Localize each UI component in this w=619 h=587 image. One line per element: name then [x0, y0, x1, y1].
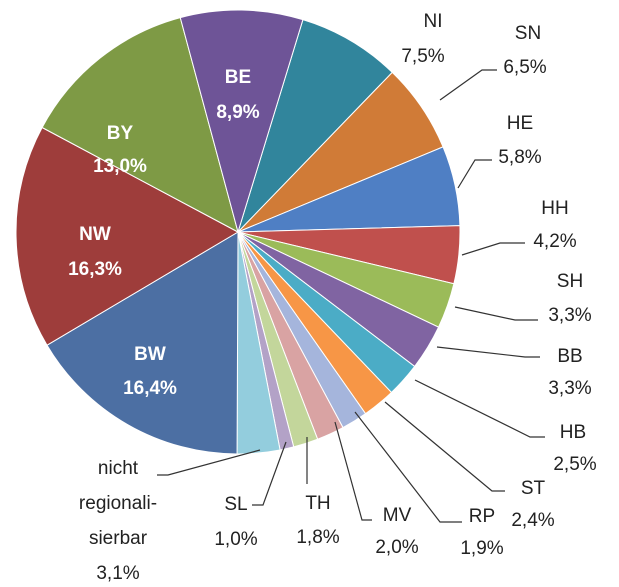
value-label: 2,4% — [511, 510, 554, 531]
value-label: 2,5% — [553, 454, 596, 475]
value-label: 16,4% — [123, 378, 177, 399]
pie-slice — [237, 19, 393, 233]
slice-label: SL — [224, 494, 247, 515]
leader-line — [384, 401, 505, 492]
slice-label: RP — [469, 506, 495, 527]
value-label: 2,0% — [375, 537, 418, 558]
slice-label: BB — [557, 346, 582, 367]
value-label: 1,9% — [460, 538, 503, 559]
value-label: 3,3% — [548, 378, 591, 399]
pie-slice — [15, 126, 240, 346]
slice-label: MV — [383, 505, 412, 526]
slice-label: SH — [557, 271, 583, 292]
value-label: 5,8% — [498, 147, 541, 168]
leader-line — [414, 379, 545, 438]
leader-line — [252, 441, 287, 506]
pie-slice — [41, 17, 239, 233]
value-label: 16,3% — [68, 259, 122, 280]
pie-slice — [46, 231, 239, 455]
leader-line — [354, 411, 462, 523]
value-label: 3,1% — [96, 563, 139, 584]
leader-line — [334, 421, 372, 521]
value-label: 1,0% — [214, 529, 257, 550]
slice-label: BE — [225, 67, 251, 88]
value-label: 8,9% — [216, 102, 259, 123]
value-label: 1,8% — [296, 527, 339, 548]
leader-line — [157, 449, 261, 476]
leader-line — [457, 159, 492, 189]
leader-line — [461, 242, 525, 256]
slice-label: HE — [507, 113, 533, 134]
slice-label: TH — [305, 493, 330, 514]
leader-line — [436, 346, 540, 358]
leader-line — [439, 69, 497, 101]
pie-slice — [179, 9, 304, 234]
slice-label: nicht regionali-sierbar — [79, 458, 157, 549]
value-label: 4,2% — [533, 231, 576, 252]
slice-label: BW — [134, 344, 166, 365]
slice-label: HB — [560, 422, 586, 443]
slice-label: BY — [107, 123, 134, 144]
value-label: 6,5% — [503, 57, 546, 78]
slice-label: HH — [541, 198, 568, 219]
value-label: 3,3% — [548, 305, 591, 326]
value-label: 13,0% — [93, 156, 147, 177]
value-label: 7,5% — [401, 46, 444, 67]
leader-line — [454, 306, 538, 321]
slice-label: NW — [79, 224, 111, 245]
slice-label: NI — [424, 11, 443, 32]
slice-label: ST — [521, 478, 546, 499]
slice-label: SN — [515, 23, 541, 44]
